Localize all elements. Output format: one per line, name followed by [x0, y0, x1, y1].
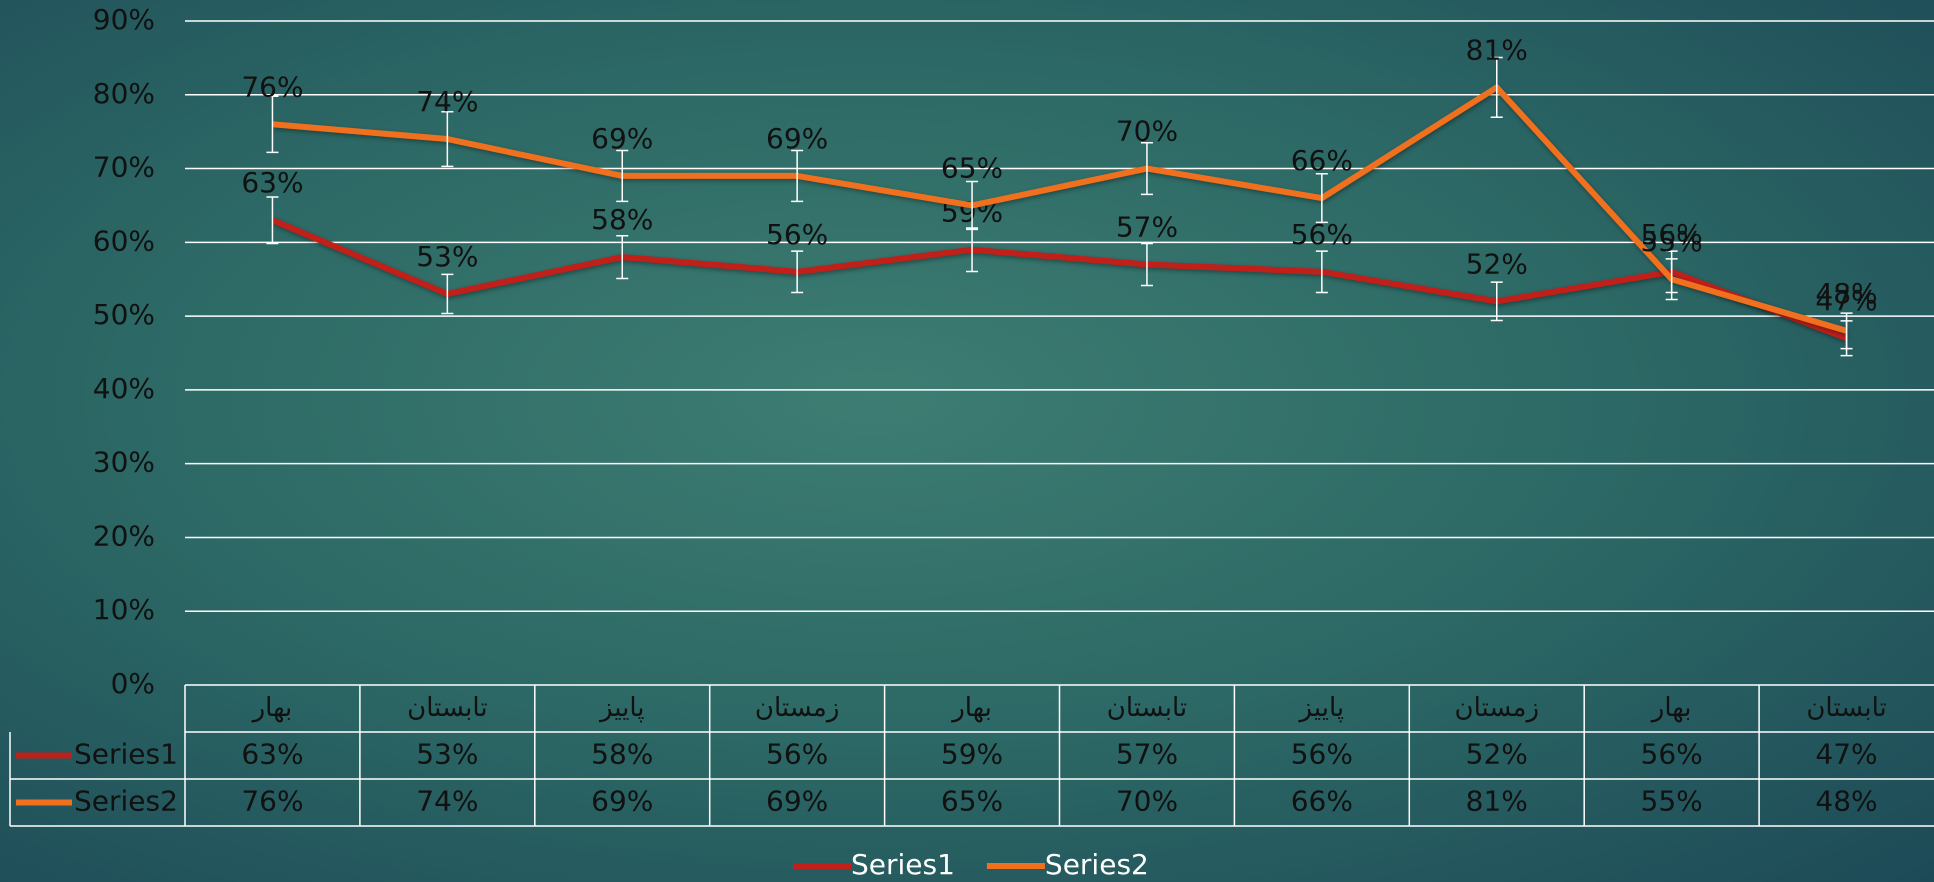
table-header: زمستان: [755, 693, 840, 723]
table-cell: 70%: [1116, 785, 1178, 818]
data-label: 48%: [1815, 277, 1877, 310]
data-label: 65%: [941, 151, 1003, 184]
error-bar: [966, 180, 979, 231]
legend-label: Series1: [851, 848, 955, 881]
error-bar: [616, 149, 629, 203]
y-tick-label: 30%: [93, 446, 155, 479]
table-cell: 69%: [766, 785, 828, 818]
table-header: تابستان: [1107, 693, 1187, 723]
y-tick-label: 20%: [93, 519, 155, 552]
table-header: بهار: [1650, 693, 1692, 723]
data-label: 70%: [1116, 115, 1178, 148]
table-header: پاییز: [1298, 693, 1345, 723]
table-series-name: Series1: [74, 738, 178, 771]
table-cell: 63%: [241, 738, 303, 771]
table-header: بهار: [251, 693, 293, 723]
table-cell: 57%: [1116, 738, 1178, 771]
error-bar: [441, 273, 454, 315]
data-label: 55%: [1641, 225, 1703, 258]
table-header: بهار: [950, 693, 992, 723]
error-bar: [1490, 56, 1503, 119]
y-tick-label: 10%: [93, 593, 155, 626]
data-label: 58%: [591, 203, 653, 236]
table-cell: 56%: [1291, 738, 1353, 771]
table-cell: 74%: [416, 785, 478, 818]
data-label: 57%: [1116, 210, 1178, 243]
y-tick-label: 50%: [93, 298, 155, 331]
error-bar: [1140, 242, 1153, 287]
table-series-name: Series2: [74, 785, 178, 818]
y-tick-label: 80%: [93, 77, 155, 110]
table-cell: 56%: [1641, 738, 1703, 771]
error-bar: [1665, 258, 1678, 301]
data-label: 63%: [241, 166, 303, 199]
data-label: 74%: [416, 85, 478, 118]
data-label: 76%: [241, 70, 303, 103]
data-label: 53%: [416, 240, 478, 273]
table-header: زمستان: [1454, 693, 1539, 723]
data-label: 69%: [591, 122, 653, 155]
error-bar: [791, 149, 804, 203]
error-bar: [1840, 312, 1853, 350]
legend-label: Series2: [1045, 848, 1149, 881]
error-bar: [1490, 281, 1503, 322]
series-line: [272, 84, 1848, 334]
table-cell: 58%: [591, 738, 653, 771]
table-cell: 69%: [591, 785, 653, 818]
table-cell: 55%: [1641, 785, 1703, 818]
table-cell: 66%: [1291, 785, 1353, 818]
table-cell: 48%: [1815, 785, 1877, 818]
table-header: تابستان: [1806, 693, 1886, 723]
error-bar: [791, 250, 804, 294]
error-bar: [441, 110, 454, 168]
y-tick-label: 40%: [93, 372, 155, 405]
data-label: 56%: [1291, 218, 1353, 251]
data-label: 56%: [1641, 218, 1703, 251]
y-tick-label: 90%: [93, 3, 155, 36]
data-label: 81%: [1466, 33, 1528, 66]
data-label: 69%: [766, 122, 828, 155]
table-cell: 47%: [1815, 738, 1877, 771]
table-cell: 52%: [1466, 738, 1528, 771]
table-cell: 76%: [241, 785, 303, 818]
data-label: 66%: [1291, 144, 1353, 177]
error-bar: [266, 95, 279, 154]
error-bar: [616, 234, 629, 280]
table-cell: 59%: [941, 738, 1003, 771]
table-cell: 53%: [416, 738, 478, 771]
table-header: پاییز: [598, 693, 645, 723]
table-cell: 65%: [941, 785, 1003, 818]
error-bar: [1315, 250, 1328, 294]
error-bar: [1140, 141, 1153, 196]
data-label: 52%: [1466, 247, 1528, 280]
table-cell: 81%: [1466, 785, 1528, 818]
series-line: [271, 217, 1848, 342]
y-tick-label: 60%: [93, 224, 155, 257]
data-label: 47%: [1815, 284, 1877, 317]
error-bar: [266, 196, 279, 245]
data-label: 56%: [766, 218, 828, 251]
error-bar: [1315, 172, 1328, 224]
table-cell: 56%: [766, 738, 828, 771]
y-tick-label: 0%: [111, 667, 155, 700]
y-tick-label: 70%: [93, 151, 155, 184]
table-header: تابستان: [407, 693, 487, 723]
